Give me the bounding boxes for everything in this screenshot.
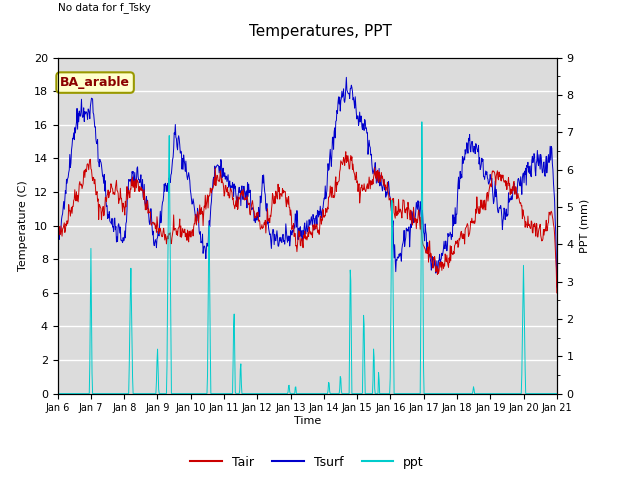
Text: Temperatures, PPT: Temperatures, PPT: [248, 24, 392, 39]
Legend: Tair, Tsurf, ppt: Tair, Tsurf, ppt: [186, 451, 429, 474]
Y-axis label: PPT (mm): PPT (mm): [579, 198, 589, 253]
Y-axis label: Temperature (C): Temperature (C): [18, 180, 28, 271]
X-axis label: Time: Time: [294, 416, 321, 426]
Text: No data for f_Tsky: No data for f_Tsky: [58, 2, 150, 13]
Text: BA_arable: BA_arable: [60, 76, 130, 89]
